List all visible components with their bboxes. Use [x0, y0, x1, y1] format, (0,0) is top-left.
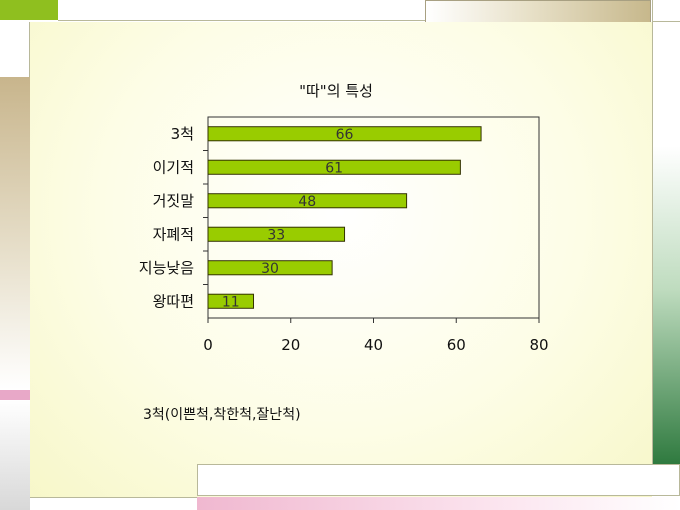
- bar-value-label: 66: [336, 127, 354, 143]
- category-label: 지능낮음: [139, 259, 194, 277]
- category-label: 자폐적: [153, 225, 194, 243]
- category-label: 이기적: [153, 158, 194, 176]
- bar: [207, 193, 408, 209]
- chart-title: "따"의 특성: [299, 82, 373, 100]
- top-rule: [58, 20, 430, 21]
- left-bottom-grey-gradient: [0, 400, 30, 510]
- top-right-white-block: [652, 0, 680, 22]
- bars-layer: 66 3척 61 이기적 48 거짓말 33 자폐적 30 지능낮음 11 왕따편 0 20 40 60 80: [139, 125, 549, 354]
- bottom-right-block: [197, 464, 680, 496]
- right-white-block: [652, 22, 680, 146]
- x-tick-label: 80: [529, 336, 548, 354]
- footnote-text: 3척(이쁜척,착한척,잘난척): [143, 407, 301, 423]
- slide-background: [30, 22, 652, 498]
- x-tick-label: 40: [364, 336, 383, 354]
- bar-value-label: 61: [325, 160, 343, 176]
- category-label: 거짓말: [153, 192, 195, 210]
- left-tan-gradient: [0, 77, 30, 390]
- category-label: 왕따편: [153, 292, 194, 310]
- x-tick-label: 0: [203, 336, 213, 354]
- top-left-green-band: [0, 0, 58, 20]
- bottom-pink-gradient: [197, 497, 680, 510]
- right-green-gradient: [652, 146, 680, 464]
- bar-value-label: 11: [222, 294, 240, 310]
- category-label: 3척: [171, 125, 194, 143]
- bottom-left-block: [30, 497, 197, 510]
- x-tick-label: 60: [447, 336, 466, 354]
- bar-value-label: 33: [267, 227, 285, 243]
- bar: [207, 159, 461, 175]
- x-tick-label: 20: [281, 336, 300, 354]
- bar-value-label: 30: [261, 261, 279, 277]
- left-pink-stripe: [0, 390, 30, 400]
- bar: [207, 126, 482, 142]
- bar: [207, 226, 346, 242]
- plot-area: [207, 116, 540, 319]
- bar-value-label: 48: [298, 194, 316, 210]
- left-white-block: [0, 22, 30, 77]
- bar: [207, 293, 255, 309]
- bar: [207, 260, 333, 276]
